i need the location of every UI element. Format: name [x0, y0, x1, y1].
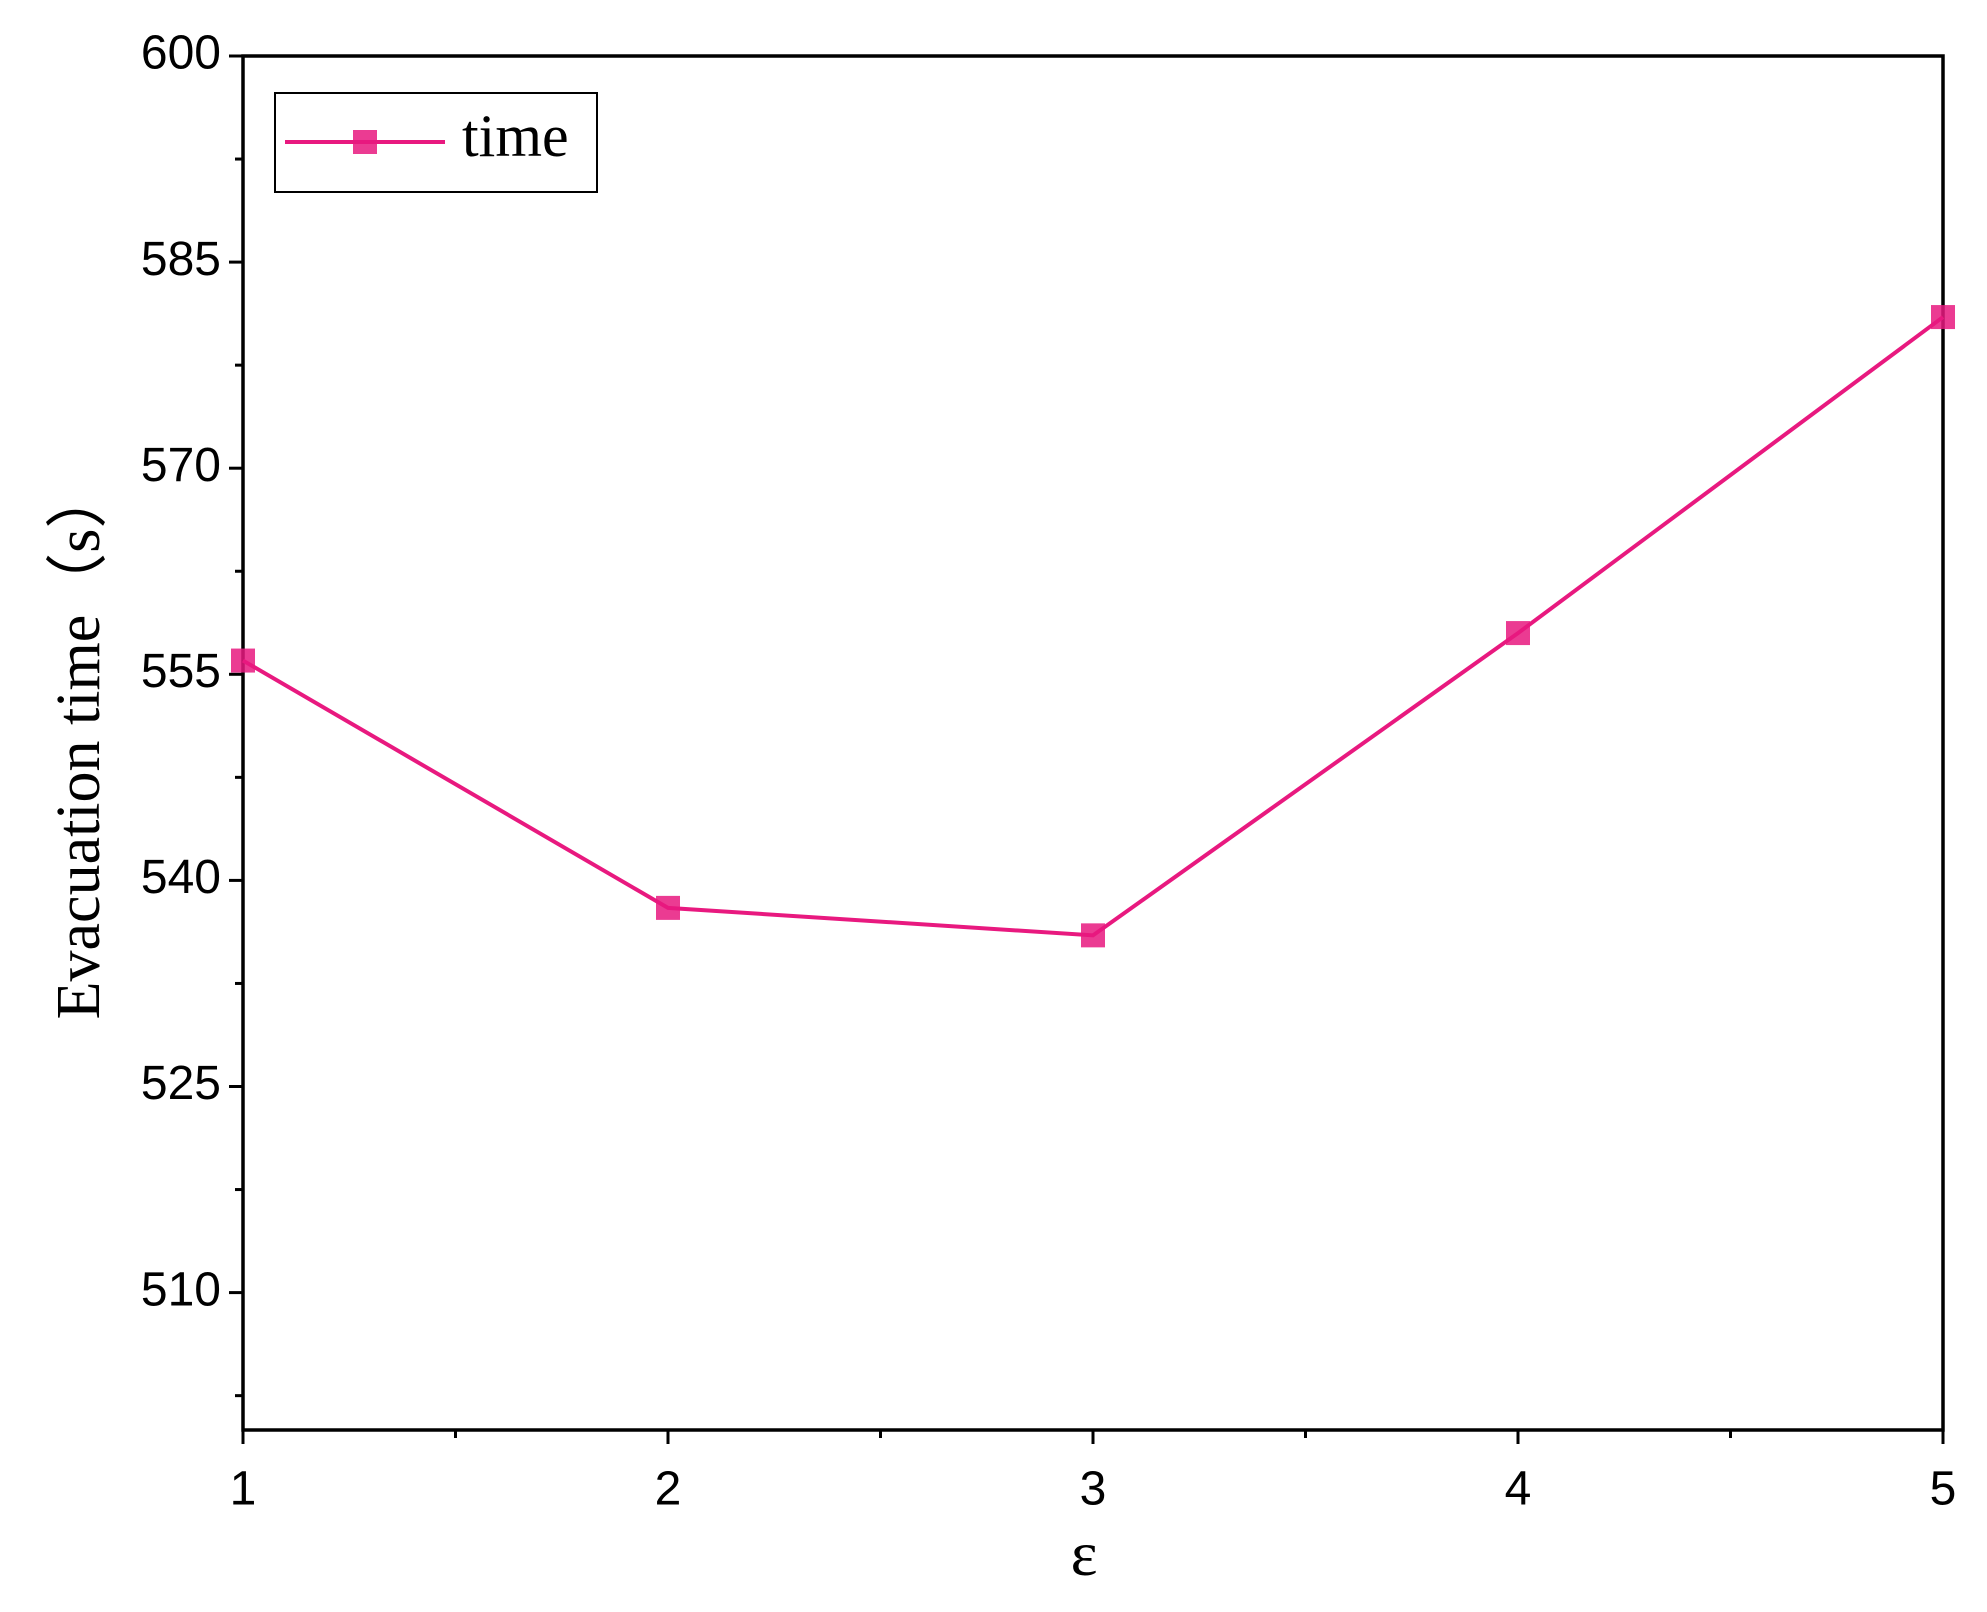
legend: time [274, 92, 598, 193]
data-point [1081, 923, 1105, 948]
legend-marker [353, 130, 377, 154]
data-point [231, 648, 255, 673]
y-tick-label: 510 [141, 1263, 221, 1316]
y-tick-label: 600 [141, 27, 221, 80]
x-axis-label: ε [1071, 1518, 1098, 1589]
y-axis-label: Evacuation time（s） [45, 467, 113, 1020]
y-tick-label: 540 [141, 851, 221, 904]
y-tick-label: 525 [141, 1057, 221, 1110]
y-tick-label: 570 [141, 439, 221, 492]
data-point [1931, 305, 1955, 330]
x-tick-label: 2 [655, 1463, 682, 1516]
x-tick-label: 4 [1505, 1463, 1532, 1516]
series-line [241, 315, 1945, 938]
data-point [656, 895, 680, 920]
legend-label: time [462, 103, 569, 169]
y-tick-label: 555 [141, 645, 221, 698]
y-tick-label: 585 [141, 233, 221, 286]
plot-frame [241, 54, 1945, 1432]
x-tick-label: 5 [1930, 1463, 1957, 1516]
data-point [1506, 621, 1530, 646]
x-tick-label: 3 [1080, 1463, 1107, 1516]
x-tick-label: 1 [230, 1463, 257, 1516]
